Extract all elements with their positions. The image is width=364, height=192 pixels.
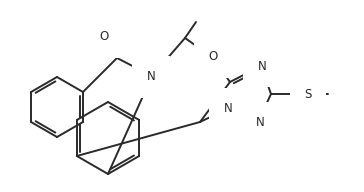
- Text: S: S: [304, 88, 312, 100]
- Text: O: O: [99, 31, 108, 44]
- Text: N: N: [256, 117, 264, 129]
- Text: N: N: [147, 70, 155, 84]
- Text: O: O: [208, 50, 218, 64]
- Text: N: N: [258, 60, 266, 73]
- Text: N: N: [223, 103, 232, 116]
